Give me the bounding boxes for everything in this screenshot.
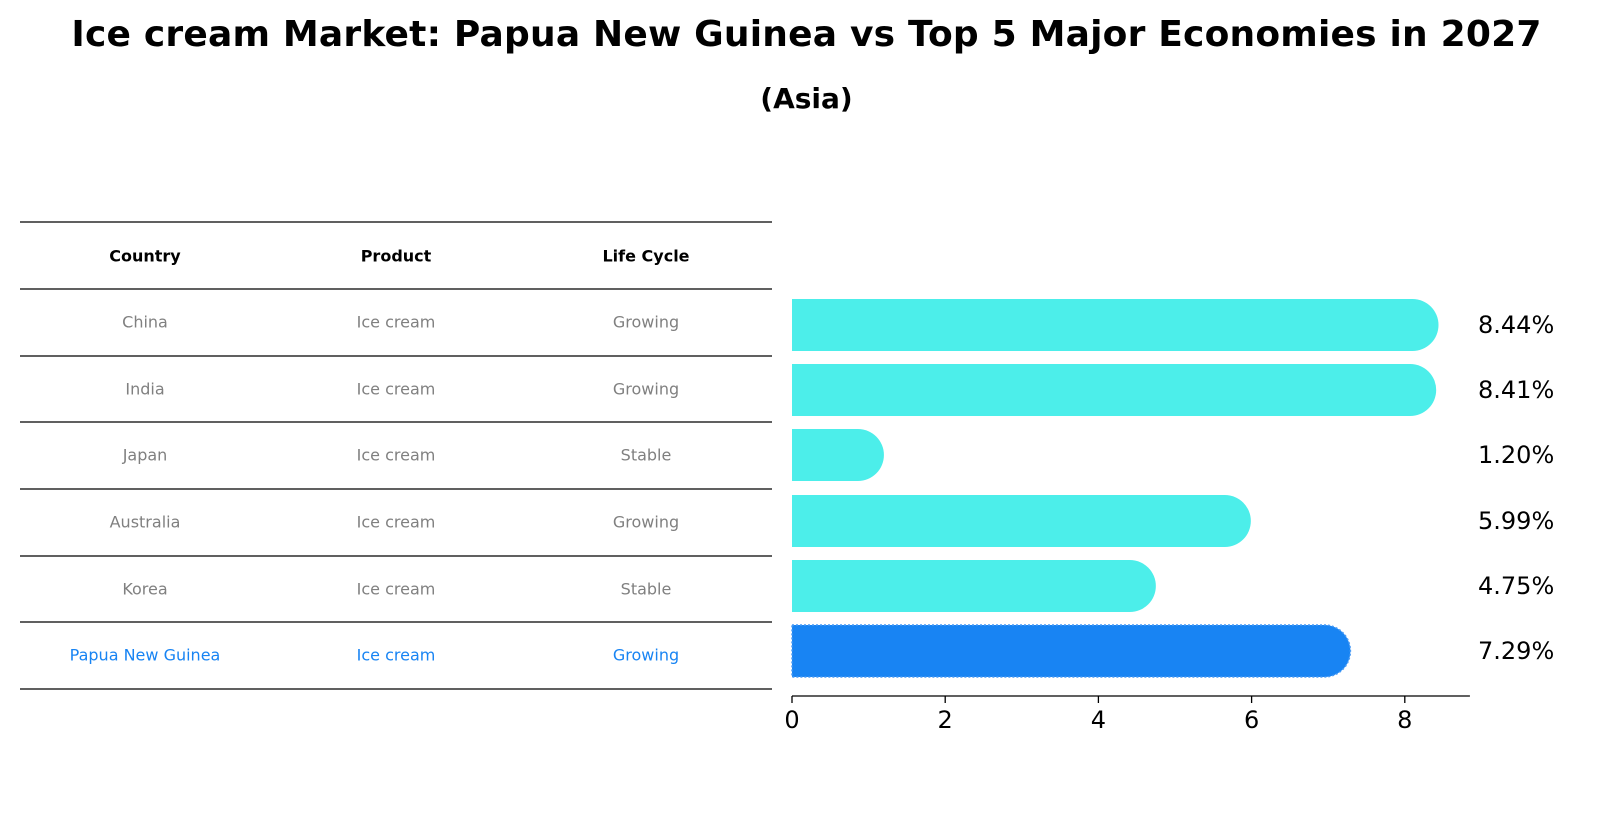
x-tick-label: 8 — [1397, 706, 1412, 734]
bar-value-label: 8.44% — [1478, 311, 1554, 339]
bar — [792, 299, 1439, 351]
table-header-cell: Product — [361, 247, 432, 266]
bar — [792, 560, 1156, 612]
table-cell: Ice cream — [357, 513, 436, 532]
table-cell: China — [122, 313, 168, 332]
table-cell: Ice cream — [357, 646, 436, 665]
x-tick-label: 6 — [1244, 706, 1259, 734]
x-tick-label: 4 — [1091, 706, 1106, 734]
table-cell: Growing — [613, 380, 679, 399]
table-cell: Australia — [110, 513, 181, 532]
table-cell: Korea — [122, 580, 167, 599]
table-header-cell: Life Cycle — [602, 247, 689, 266]
bar — [792, 364, 1437, 416]
bar — [792, 495, 1251, 547]
table-header-cell: Country — [109, 247, 181, 266]
table-cell: Stable — [621, 446, 672, 465]
bar — [792, 429, 884, 481]
table-cell: Ice cream — [357, 313, 436, 332]
data-table: Country Product Life Cycle China Ice cream Gr… — [20, 221, 772, 690]
bar-value-label: 8.41% — [1478, 376, 1554, 404]
table-cell: Growing — [613, 513, 679, 532]
table-cell: Growing — [613, 646, 679, 665]
x-tick-label: 0 — [784, 706, 799, 734]
bar-value-label: 7.29% — [1478, 637, 1554, 665]
table-cell: Ice cream — [357, 380, 436, 399]
table-cell: Ice cream — [357, 580, 436, 599]
bar-value-label: 5.99% — [1478, 507, 1554, 535]
table-cell: Japan — [122, 446, 168, 465]
table-cell: India — [125, 380, 164, 399]
table-cell: Stable — [621, 580, 672, 599]
table-cell: Growing — [613, 313, 679, 332]
chart-subtitle: (Asia) — [760, 82, 853, 115]
x-tick-label: 2 — [938, 706, 953, 734]
chart-title: Ice cream Market: Papua New Guinea vs To… — [71, 14, 1542, 55]
table-cell: Ice cream — [357, 446, 436, 465]
bar-value-label: 1.20% — [1478, 441, 1554, 469]
bar-highlight — [791, 624, 1352, 678]
table-cell: Papua New Guinea — [70, 646, 221, 665]
bar-value-label: 4.75% — [1478, 572, 1554, 600]
